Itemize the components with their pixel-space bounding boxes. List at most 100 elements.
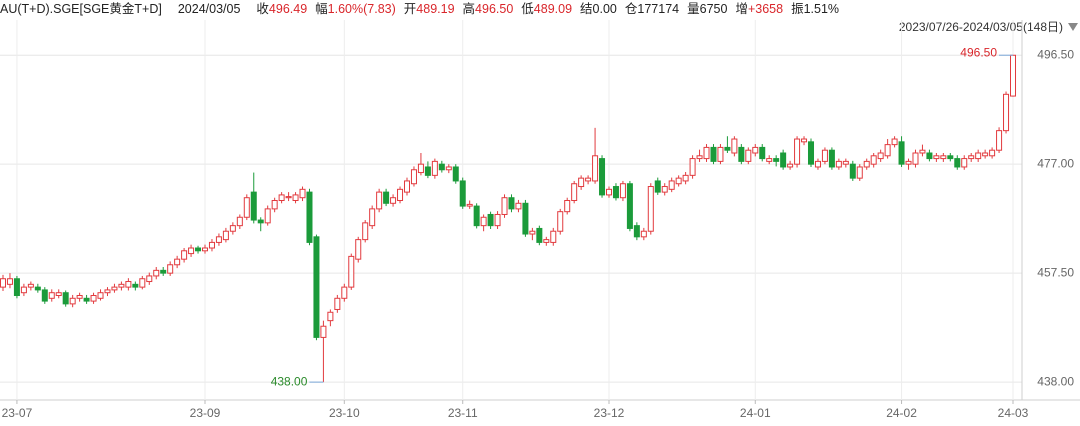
candle-body: [208, 241, 215, 249]
candle-body: [264, 208, 271, 224]
candle-body: [661, 186, 668, 193]
candle-body: [62, 292, 69, 305]
candle-body: [167, 264, 174, 274]
candle-body: [982, 152, 989, 157]
candle-body: [188, 247, 195, 255]
candle-body: [515, 202, 522, 210]
y-tick-label: 477.00: [1037, 156, 1074, 170]
candle-body: [710, 146, 717, 162]
stat: 仓177174: [625, 0, 679, 18]
candle-body: [20, 286, 27, 294]
candle-body: [536, 227, 543, 243]
candle-body: [139, 278, 146, 288]
candle-body: [111, 286, 118, 291]
candle-body: [919, 149, 926, 154]
candle-body: [898, 141, 905, 165]
candle-body: [222, 230, 229, 241]
candle-body: [738, 146, 745, 162]
y-tick-label: 438.00: [1037, 374, 1074, 388]
candle-body: [285, 196, 292, 199]
candle-body: [438, 163, 445, 171]
stat-label: 结: [580, 2, 593, 16]
candle-body: [132, 283, 139, 288]
candle-body: [174, 258, 181, 266]
candle-body: [968, 155, 975, 160]
candle-body: [592, 155, 599, 182]
x-tick-label: 24-02: [886, 406, 917, 420]
candle-body: [299, 188, 306, 199]
candle-body: [529, 230, 536, 235]
max-label: 496.50: [960, 45, 997, 59]
stat: 增+3658: [735, 0, 783, 18]
candle-body: [431, 160, 438, 176]
candle-body: [13, 278, 20, 296]
stat: 振1.51%: [791, 0, 839, 18]
candle-body: [863, 160, 870, 168]
dropdown-arrow[interactable]: [1068, 23, 1078, 31]
stat: 量6750: [687, 0, 727, 18]
candle-body: [201, 247, 209, 252]
candle-body: [0, 278, 7, 288]
candle-body: [877, 152, 884, 160]
candle-body: [417, 163, 424, 174]
candle-body: [801, 138, 808, 143]
candle-body: [181, 250, 188, 260]
candle-body: [814, 160, 821, 168]
stat-label: 量: [687, 2, 700, 16]
candle-body: [397, 188, 404, 202]
candle-body: [445, 166, 452, 171]
stat: 低489.09: [521, 0, 572, 18]
candle-body: [403, 180, 411, 193]
stat: 高496.50: [463, 0, 514, 18]
candle-body: [424, 166, 431, 176]
candle-body: [355, 239, 362, 260]
x-tick-label: 23-11: [448, 406, 478, 420]
candle-body: [257, 219, 264, 224]
candle-body: [731, 138, 738, 154]
stat-value: 496.50: [475, 2, 514, 16]
candle-body: [522, 202, 529, 235]
candle-body: [104, 289, 111, 294]
candle-body: [842, 160, 849, 165]
stat: 结0.00: [580, 0, 617, 18]
candle-body: [320, 325, 327, 338]
stat: 收496.49: [256, 0, 307, 18]
candle-body: [55, 292, 62, 296]
candle-body: [654, 180, 661, 193]
candle-body: [508, 197, 515, 210]
stat: 开489.19: [404, 0, 455, 18]
candle-body: [557, 211, 564, 232]
candle-body: [891, 138, 898, 146]
y-tick-label: 457.50: [1037, 265, 1074, 279]
candle-body: [48, 292, 55, 299]
candle-body: [83, 297, 90, 302]
candle-body: [647, 186, 654, 232]
candle-body: [466, 203, 473, 207]
candle-body: [668, 180, 675, 190]
candle-body: [313, 236, 320, 338]
candle-body: [153, 269, 160, 277]
candle-body: [794, 138, 801, 165]
range-label: 2023/07/26-2024/03/05(148日): [899, 20, 1063, 34]
candle-body: [989, 149, 996, 157]
candle-body: [34, 286, 41, 291]
candle-body: [835, 160, 842, 168]
x-tick-label: 24-03: [998, 406, 1029, 420]
candle-body: [41, 289, 48, 302]
min-label: 438.00: [271, 374, 308, 388]
stat-value: +3658: [747, 2, 784, 16]
stat-label: 振: [791, 2, 804, 16]
candle-body: [766, 158, 773, 162]
candle-body: [585, 177, 592, 182]
candle-body: [703, 146, 710, 160]
candle-body: [271, 200, 278, 210]
stat-value: 489.09: [533, 2, 573, 16]
candle-body: [1003, 93, 1010, 132]
candle-body: [459, 180, 466, 207]
candle-body: [306, 191, 313, 243]
candle-body: [236, 216, 243, 227]
x-tick-label: 23-12: [594, 406, 625, 420]
stat-label: 开: [403, 2, 417, 16]
